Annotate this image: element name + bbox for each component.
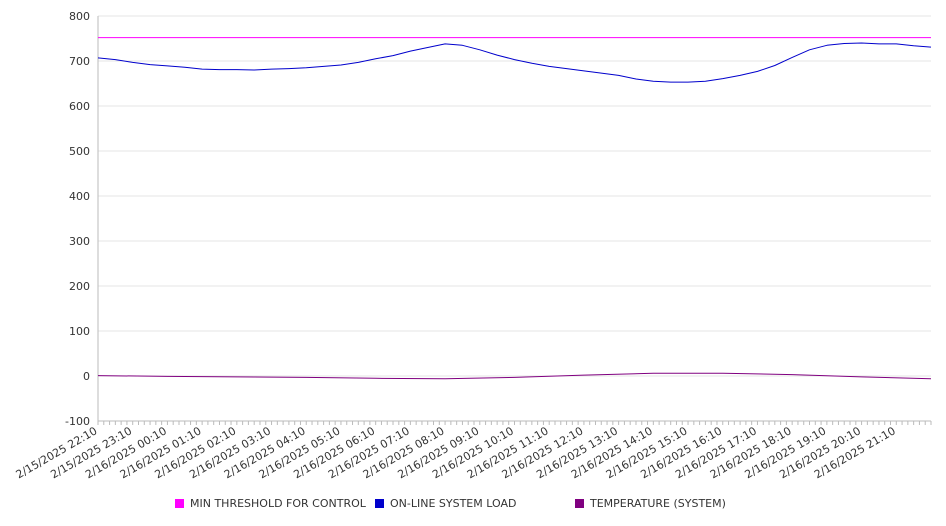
legend-label-min-threshold: MIN THRESHOLD FOR CONTROL (190, 497, 366, 510)
legend-label-system-load: ON-LINE SYSTEM LOAD (390, 497, 517, 510)
y-tick-label: 700 (69, 55, 90, 68)
axes (97, 16, 932, 425)
y-tick-label: 800 (69, 10, 90, 23)
series-lines (97, 37, 932, 380)
legend-item-min-threshold[interactable]: MIN THRESHOLD FOR CONTROL (175, 497, 366, 510)
legend-label-temperature: TEMPERATURE (SYSTEM) (590, 497, 726, 510)
y-tick-label: 600 (69, 100, 90, 113)
legend: MIN THRESHOLD FOR CONTROL ON-LINE SYSTEM… (0, 497, 946, 517)
gridlines (98, 15, 931, 377)
y-tick-label: 300 (69, 235, 90, 248)
y-tick-label: 100 (69, 325, 90, 338)
y-tick-label: 200 (69, 280, 90, 293)
y-tick-label: 400 (69, 190, 90, 203)
y-tick-label: -100 (65, 415, 90, 428)
legend-swatch-temperature (575, 499, 584, 508)
legend-item-temperature[interactable]: TEMPERATURE (SYSTEM) (575, 497, 726, 510)
y-tick-label: 500 (69, 145, 90, 158)
legend-swatch-min-threshold (175, 499, 184, 508)
series-line-1 (97, 42, 932, 83)
legend-item-system-load[interactable]: ON-LINE SYSTEM LOAD (375, 497, 516, 510)
series-line-2 (97, 372, 932, 380)
legend-swatch-system-load (375, 499, 384, 508)
y-tick-label: 0 (83, 370, 90, 383)
